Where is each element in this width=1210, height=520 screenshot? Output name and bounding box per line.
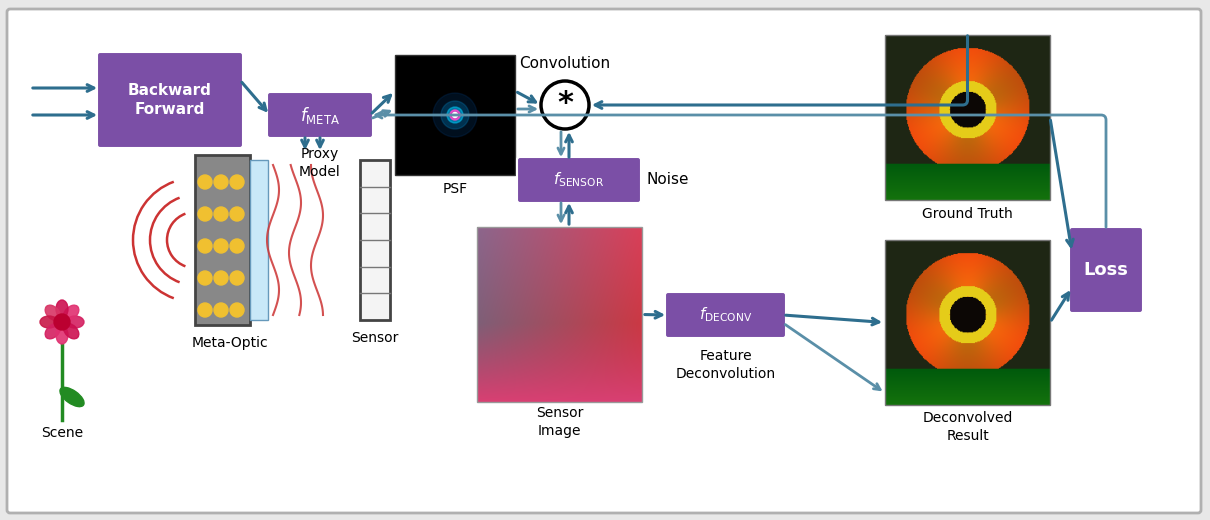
Ellipse shape	[45, 305, 60, 320]
Ellipse shape	[56, 300, 68, 318]
Text: Scene: Scene	[41, 426, 83, 440]
Text: Convolution: Convolution	[519, 56, 611, 71]
Circle shape	[453, 112, 457, 118]
Circle shape	[440, 101, 469, 129]
FancyBboxPatch shape	[267, 92, 373, 138]
FancyBboxPatch shape	[666, 292, 786, 338]
Circle shape	[230, 207, 244, 221]
Circle shape	[230, 271, 244, 285]
Text: Sensor
Image: Sensor Image	[536, 406, 583, 438]
Circle shape	[230, 303, 244, 317]
Circle shape	[450, 110, 460, 120]
Bar	[361, 160, 390, 320]
Circle shape	[214, 303, 227, 317]
Bar	[885, 240, 1050, 405]
Circle shape	[214, 271, 227, 285]
Bar	[885, 35, 1050, 200]
Ellipse shape	[60, 387, 83, 407]
Text: Sensor: Sensor	[351, 331, 398, 345]
FancyBboxPatch shape	[7, 9, 1202, 513]
Circle shape	[446, 107, 463, 123]
Bar	[394, 55, 515, 175]
Circle shape	[54, 314, 70, 330]
Ellipse shape	[64, 305, 79, 320]
Ellipse shape	[64, 323, 79, 339]
Circle shape	[230, 175, 244, 189]
Circle shape	[198, 175, 212, 189]
FancyBboxPatch shape	[1068, 227, 1143, 313]
Text: PSF: PSF	[443, 182, 467, 196]
Text: Feature
Deconvolution: Feature Deconvolution	[675, 349, 776, 381]
FancyBboxPatch shape	[195, 155, 250, 325]
Circle shape	[433, 93, 477, 137]
Text: Proxy
Model: Proxy Model	[299, 147, 341, 179]
Circle shape	[214, 207, 227, 221]
Circle shape	[214, 175, 227, 189]
Circle shape	[198, 207, 212, 221]
Text: *: *	[557, 89, 574, 119]
Circle shape	[214, 239, 227, 253]
Circle shape	[198, 271, 212, 285]
Text: Noise: Noise	[646, 173, 688, 188]
Text: Loss: Loss	[1084, 261, 1129, 279]
FancyBboxPatch shape	[97, 52, 243, 148]
Text: $f_\mathrm{META}$: $f_\mathrm{META}$	[300, 105, 340, 125]
Text: Meta-Optic: Meta-Optic	[191, 336, 269, 350]
Circle shape	[198, 239, 212, 253]
Text: $f_\mathrm{SENSOR}$: $f_\mathrm{SENSOR}$	[553, 171, 605, 189]
Text: Backward
Forward: Backward Forward	[128, 83, 212, 117]
Ellipse shape	[56, 326, 68, 344]
Ellipse shape	[40, 316, 58, 328]
Text: Ground Truth: Ground Truth	[922, 207, 1013, 221]
FancyBboxPatch shape	[517, 157, 641, 203]
Bar	[250, 160, 267, 320]
Circle shape	[541, 81, 589, 129]
Ellipse shape	[67, 316, 83, 328]
Circle shape	[230, 239, 244, 253]
Ellipse shape	[45, 323, 60, 339]
Bar	[477, 227, 643, 402]
Circle shape	[198, 303, 212, 317]
Text: Deconvolved
Result: Deconvolved Result	[922, 411, 1013, 443]
Text: $f_\mathrm{DECONV}$: $f_\mathrm{DECONV}$	[699, 306, 753, 324]
